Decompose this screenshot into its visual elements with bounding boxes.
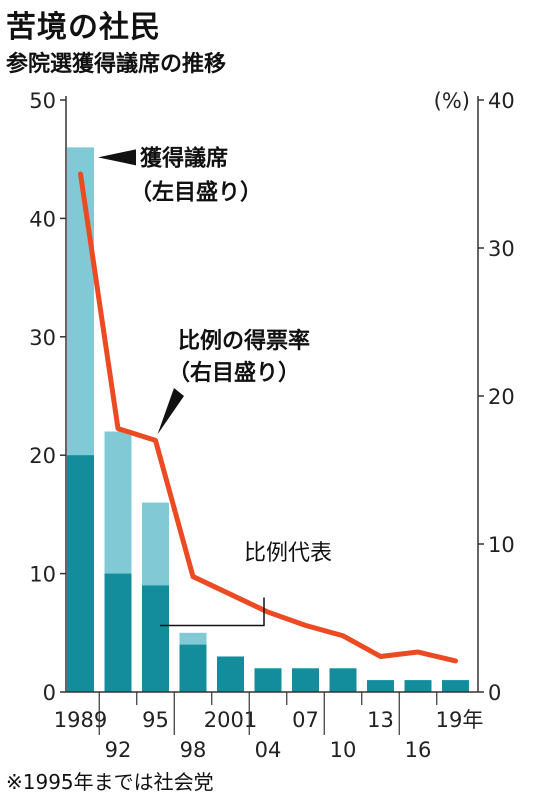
left-axis-tick-label: 30 — [29, 326, 56, 350]
right-axis-unit: (%) — [434, 89, 470, 113]
bar-proportional — [179, 644, 207, 692]
x-axis-tick-label: 95 — [142, 708, 169, 732]
bar-proportional — [217, 656, 244, 692]
right-axis-tick-label: 0 — [488, 681, 501, 705]
seats-label: 獲得議席 — [140, 145, 228, 171]
left-axis-tick-label: 50 — [29, 89, 56, 113]
right-axis-tick-label: 30 — [488, 237, 515, 261]
bar-proportional — [404, 680, 432, 692]
left-axis-tick-label: 20 — [29, 444, 56, 468]
x-axis-tick-label: 19年 — [436, 708, 484, 732]
bar-proportional — [67, 455, 94, 692]
right-axis-tick-label: 40 — [488, 89, 515, 113]
x-axis-tick-label: 92 — [105, 738, 132, 762]
left-axis-tick-label: 10 — [29, 563, 56, 587]
rate-label-pointer — [157, 388, 184, 435]
bar-proportional — [254, 668, 282, 692]
chart-subtitle: 参院選獲得議席の推移 — [6, 52, 227, 77]
x-axis-tick-label: 16 — [405, 738, 432, 762]
bar-proportional — [292, 668, 319, 692]
x-axis-tick-label: 1989 — [54, 708, 107, 732]
bar-proportional — [142, 585, 169, 692]
proportional-label: 比例代表 — [244, 541, 332, 566]
x-axis-tick-label: 2001 — [204, 708, 257, 732]
bar-proportional — [104, 573, 132, 692]
x-axis-tick-label: 04 — [255, 738, 282, 762]
bar-proportional — [442, 680, 469, 692]
x-axis-tick-label: 10 — [330, 738, 357, 762]
seats-label-pointer — [98, 149, 136, 166]
right-axis-tick-label: 10 — [488, 533, 515, 557]
footnote: ※1995年までは社会党 — [6, 770, 214, 794]
right-axis-tick-label: 20 — [488, 385, 515, 409]
x-axis-tick-label: 07 — [292, 708, 319, 732]
vote-share-line — [78, 171, 458, 664]
vote-share-label: 比例の得票率 — [178, 328, 310, 354]
chart-title: 苦境の社民 — [6, 10, 161, 45]
x-axis-tick-label: 98 — [180, 738, 207, 762]
bar-proportional — [367, 680, 394, 692]
proportional-label-leader — [160, 597, 265, 627]
x-axis-tick-label: 13 — [367, 708, 394, 732]
bar-proportional — [329, 668, 357, 692]
left-axis-tick-label: 0 — [43, 681, 56, 705]
left-axis-tick-label: 40 — [29, 207, 56, 231]
vote-share-axis-note: （右目盛り） — [168, 360, 300, 386]
seats-axis-note: （左目盛り） — [130, 179, 262, 205]
